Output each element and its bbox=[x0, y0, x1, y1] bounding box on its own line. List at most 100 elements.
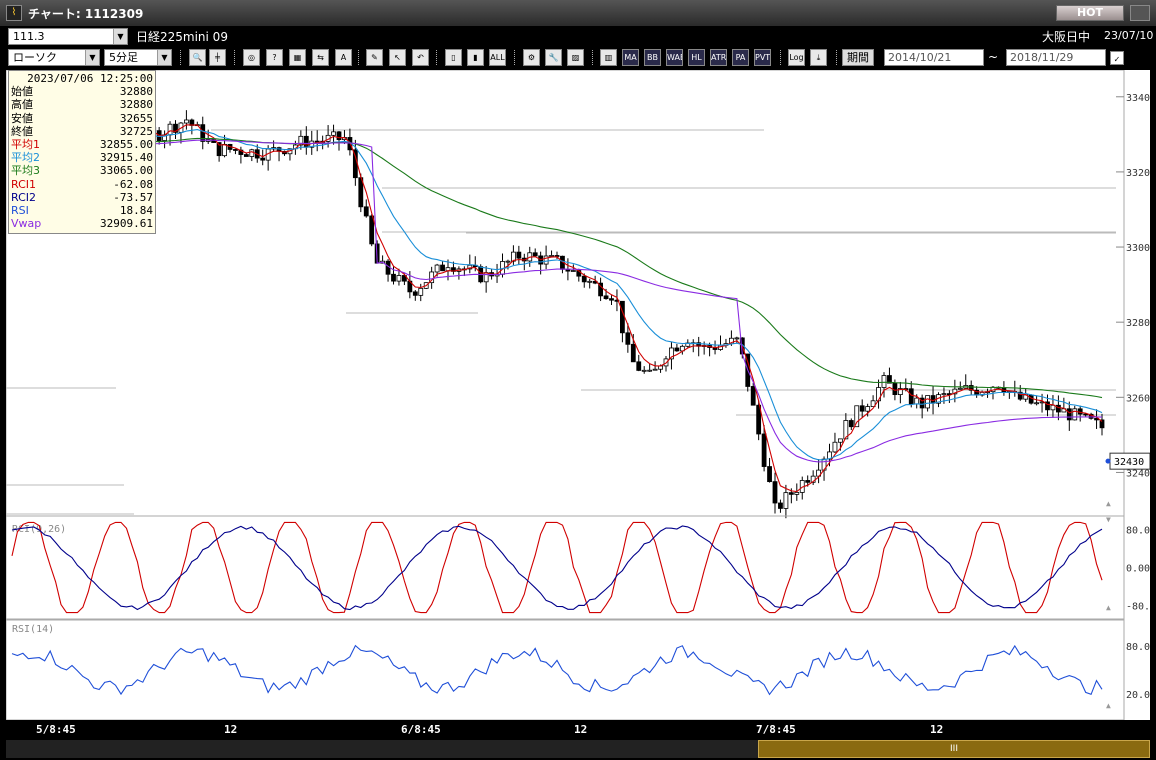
table-icon[interactable]: ▦ bbox=[289, 49, 306, 66]
data-panel-label: 平均1 bbox=[11, 138, 40, 152]
candle-body bbox=[1034, 402, 1039, 405]
candle-body bbox=[1066, 408, 1072, 421]
candle-body bbox=[243, 154, 249, 157]
crosshair-icon[interactable]: ╪ bbox=[209, 49, 226, 66]
candle-body bbox=[865, 406, 871, 412]
candle-body bbox=[756, 404, 762, 435]
indicator-pa-button[interactable]: PA bbox=[732, 49, 749, 66]
text-icon[interactable]: A bbox=[335, 49, 352, 66]
candle-body bbox=[570, 270, 576, 272]
to-date-field[interactable]: 2018/11/29 bbox=[1006, 49, 1106, 66]
candle-body bbox=[908, 388, 914, 405]
candle-body bbox=[647, 369, 653, 372]
data-panel-row: 始値 32880 bbox=[11, 85, 153, 98]
rsi-title: RSI(14) bbox=[12, 624, 54, 635]
candle-body bbox=[391, 273, 396, 282]
wrench-icon[interactable]: 🔧 bbox=[545, 49, 562, 66]
data-panel-row: RSI 18.84 bbox=[11, 204, 153, 217]
data-panel-row: 平均1 32855.00 bbox=[11, 138, 153, 151]
candle-body bbox=[1072, 408, 1078, 421]
horizontal-scrollbar[interactable]: III bbox=[6, 740, 1150, 758]
candle-wide-icon[interactable]: ▮ bbox=[467, 49, 484, 66]
chart-area[interactable]: 33400332003300032800326003240032430 RCI(… bbox=[5, 69, 1156, 740]
date-range-tilde: ~ bbox=[988, 50, 999, 64]
data-panel-row: RCI2 -73.57 bbox=[11, 191, 153, 204]
pane-scroll-arrow-icon: ▲ bbox=[1106, 603, 1111, 612]
indicator-bb-button[interactable]: BB bbox=[644, 49, 661, 66]
export-icon[interactable]: ⤓ bbox=[810, 49, 827, 66]
candle-body bbox=[1056, 404, 1061, 413]
candle-body bbox=[1017, 391, 1023, 400]
x-axis-label: 7/8:45 bbox=[756, 723, 796, 736]
candle-body bbox=[532, 252, 538, 257]
period-button[interactable]: 期間 bbox=[842, 49, 874, 66]
candle-body bbox=[778, 502, 783, 509]
market-label: 大阪日中 bbox=[1042, 30, 1091, 44]
period-checkbox[interactable]: ✓ bbox=[1110, 51, 1124, 65]
pencil-icon[interactable]: ✎ bbox=[366, 49, 383, 66]
zoom-icon[interactable]: 🔍 bbox=[189, 49, 206, 66]
price-tick-label: 33400 bbox=[1126, 93, 1150, 104]
price-tick-label: 33200 bbox=[1126, 168, 1150, 179]
rci-line-fast bbox=[11, 521, 1103, 614]
scrollbar-thumb[interactable]: III bbox=[758, 740, 1150, 758]
indicator-atr-button[interactable]: ATR bbox=[710, 49, 727, 66]
candle-body bbox=[260, 157, 266, 161]
candle-body bbox=[505, 260, 511, 263]
indicator-wae-button[interactable]: WAE bbox=[666, 49, 683, 66]
candle-body bbox=[620, 300, 625, 334]
data-panel-value: 32915.40 bbox=[100, 151, 153, 165]
pane-scroll-arrow-icon: ▼ bbox=[1106, 515, 1111, 524]
question-icon[interactable]: ? bbox=[266, 49, 283, 66]
x-axis-label: 12 bbox=[930, 723, 943, 736]
ma-line-3 bbox=[11, 137, 1103, 399]
candle-body bbox=[396, 275, 402, 282]
window-control-button[interactable] bbox=[1130, 5, 1150, 21]
candle-body bbox=[440, 264, 445, 272]
x-axis-band bbox=[6, 720, 1150, 740]
data-panel-label: 平均3 bbox=[11, 164, 40, 178]
indicator-ma-button[interactable]: MA bbox=[622, 49, 639, 66]
chevron-down-icon[interactable]: ▼ bbox=[157, 50, 171, 65]
settings-icon[interactable]: ⚙ bbox=[523, 49, 540, 66]
rsi-pane-border bbox=[5, 619, 1125, 721]
hot-button[interactable]: HOT bbox=[1056, 5, 1124, 21]
timeframe-select[interactable]: 5分足 ▼ bbox=[104, 49, 172, 66]
target-icon[interactable]: ◎ bbox=[243, 49, 260, 66]
chevron-down-icon[interactable]: ▼ bbox=[85, 50, 99, 65]
chart-canvas[interactable]: 33400332003300032800326003240032430 RCI(… bbox=[5, 69, 1156, 740]
data-panel-label: 終値 bbox=[11, 124, 33, 138]
chart-type-select[interactable]: ローソク ▼ bbox=[8, 49, 100, 66]
price-tick-label: 33000 bbox=[1126, 243, 1150, 254]
candle-body bbox=[805, 480, 811, 483]
arrows-icon[interactable]: ⇆ bbox=[312, 49, 329, 66]
indicator-hl-button[interactable]: HL bbox=[688, 49, 705, 66]
indicator-pvt-button[interactable]: PVT bbox=[754, 49, 771, 66]
data-panel-label: RSI bbox=[11, 204, 29, 218]
from-date-field[interactable]: 2014/10/21 bbox=[884, 49, 984, 66]
rci-pane-border bbox=[5, 515, 1125, 620]
toolbar-separator bbox=[592, 50, 594, 65]
color-icon[interactable]: ▨ bbox=[567, 49, 584, 66]
ohlc-data-panel: 2023/07/06 12:25:00 始値 32880 高値 32880 安値 3265… bbox=[8, 70, 156, 234]
data-panel-value: 32909.61 bbox=[100, 217, 153, 231]
candle-body bbox=[369, 215, 375, 245]
chevron-down-icon[interactable]: ▼ bbox=[113, 29, 127, 44]
candle-body bbox=[173, 123, 178, 133]
log-scale-button[interactable]: Log bbox=[788, 49, 805, 66]
undo-icon[interactable]: ↶ bbox=[412, 49, 429, 66]
candle-body bbox=[925, 395, 930, 409]
data-panel-value: 32880 bbox=[119, 98, 153, 112]
rci-tick-label: -80.00 bbox=[1126, 602, 1150, 613]
pointer-icon[interactable]: ↖ bbox=[389, 49, 406, 66]
rci-line-slow bbox=[11, 525, 1103, 611]
candle-body bbox=[843, 420, 849, 440]
code-combo[interactable]: 111.3 ▼ bbox=[8, 28, 128, 45]
grid-icon[interactable]: ▥ bbox=[600, 49, 617, 66]
candle-narrow-icon[interactable]: ▯ bbox=[445, 49, 462, 66]
candle-body bbox=[233, 149, 238, 151]
data-panel-label: 始値 bbox=[11, 85, 33, 99]
candle-body bbox=[467, 264, 473, 270]
all-icon[interactable]: ALL bbox=[489, 49, 506, 66]
toolbar-separator bbox=[234, 50, 236, 65]
